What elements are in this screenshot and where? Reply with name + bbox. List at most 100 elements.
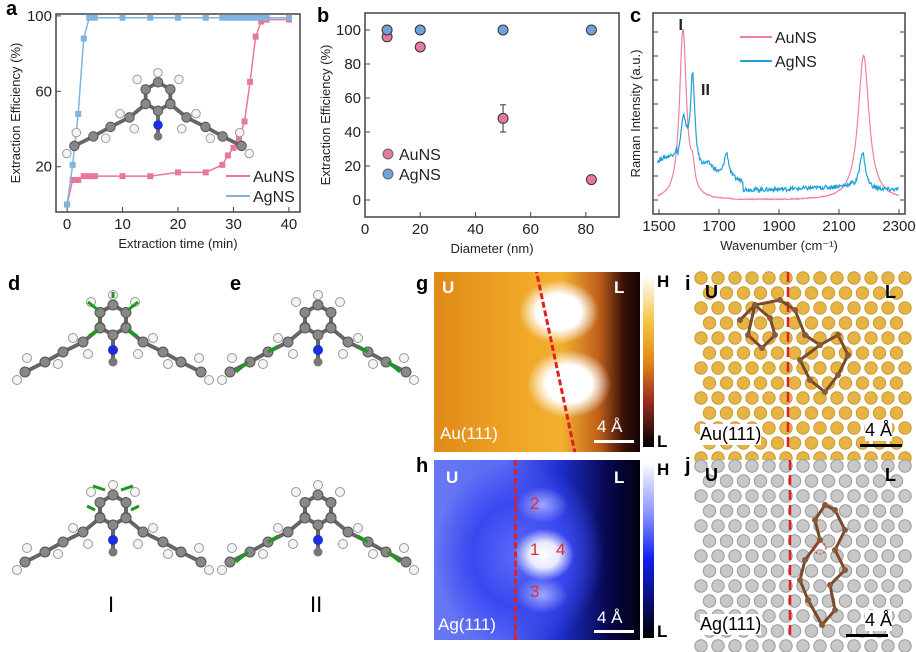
surface-atom <box>881 391 895 405</box>
surface-atom <box>838 436 853 450</box>
carbon-atom <box>244 356 256 368</box>
stm-u-label: U <box>446 468 459 487</box>
surface-atom <box>830 459 844 473</box>
surface-atom <box>728 301 742 315</box>
hydrogen-atom <box>191 108 201 119</box>
carbon-atom <box>107 489 119 501</box>
carbon-atom <box>342 336 354 348</box>
surface-atom <box>898 579 912 593</box>
surface-atom <box>753 376 768 390</box>
surface-atom <box>830 301 844 315</box>
data-point-AuNS <box>497 112 509 124</box>
surface-atom <box>694 579 708 593</box>
surface-atom <box>787 594 802 608</box>
surface-atom <box>694 271 708 285</box>
surface-atom <box>881 459 895 473</box>
surface-atom <box>796 609 810 623</box>
hydrogen-atom <box>335 297 345 307</box>
surface-atom <box>770 406 785 420</box>
surface-atom <box>804 436 819 450</box>
carbon-atom <box>181 112 192 123</box>
surface-atom <box>838 286 853 300</box>
carbon-atom <box>312 329 324 341</box>
data-point-AuNS <box>258 18 265 25</box>
surface-atom <box>898 301 912 315</box>
adsorbed-molecule-ag <box>797 502 848 628</box>
surface-atom <box>770 474 785 488</box>
surface-atom <box>796 391 810 405</box>
data-point-AgNS <box>175 14 181 21</box>
surface-atom <box>838 376 853 390</box>
surface-atom <box>830 271 844 285</box>
surface-atom <box>745 489 759 503</box>
model-u-label: U <box>705 465 718 485</box>
surface-atom <box>702 504 717 518</box>
data-point-AgNS <box>147 14 154 21</box>
surface-atom <box>702 346 717 360</box>
surface-atom <box>719 316 734 330</box>
data-point-AuNS <box>75 176 82 183</box>
adsorbed-atom <box>777 297 783 303</box>
surface-atom <box>881 639 895 652</box>
colorbar-low-label: L <box>657 622 668 641</box>
surface-atom <box>702 406 717 420</box>
legend-label-AgNS: AgNS <box>399 167 441 184</box>
surface-atom <box>796 639 810 652</box>
surface-atom <box>898 391 912 405</box>
molecule-mode-II <box>217 480 419 575</box>
hydrogen-atom <box>399 353 409 363</box>
surface-atom <box>779 361 793 375</box>
vibration-arrow <box>267 534 279 544</box>
data-point-AuNS <box>236 135 242 142</box>
surface-atom <box>736 504 751 518</box>
x-tick-label: 20 <box>170 216 187 233</box>
carbon-atom <box>153 132 163 141</box>
data-point-AuNS <box>147 173 154 180</box>
hydrogen-atom <box>62 148 72 159</box>
carbon-atom <box>165 98 176 110</box>
y-tick-label: 20 <box>35 159 52 176</box>
surface-atom <box>728 391 742 405</box>
surface-atom <box>711 489 725 503</box>
data-point-AuNS <box>230 144 237 151</box>
surface-atom <box>821 346 836 360</box>
surface-atom <box>872 534 887 548</box>
surface-atom <box>711 391 725 405</box>
carbon-atom <box>195 556 207 568</box>
surface-atom <box>889 286 904 300</box>
adsorbed-atom <box>802 557 808 563</box>
surface-atom <box>770 504 785 518</box>
data-point-AuNS <box>224 152 231 159</box>
surface-atom <box>872 564 887 578</box>
surface-atom <box>728 459 742 473</box>
hydrogen-atom <box>335 487 345 497</box>
surface-atom <box>821 474 836 488</box>
hydrogen-atom <box>227 543 237 553</box>
data-point-AuNS <box>247 78 254 85</box>
x-tick-label: 40 <box>281 216 298 233</box>
surface-atom <box>711 271 725 285</box>
data-point-AuNS <box>414 41 426 53</box>
surface-atom <box>787 406 802 420</box>
surface-atom <box>694 331 708 345</box>
vibration-arrow <box>387 550 401 564</box>
carbon-atom <box>224 556 236 568</box>
data-point-AgNS <box>241 14 248 21</box>
vibration-arrow <box>127 328 138 338</box>
surface-atom <box>753 564 768 578</box>
adsorbed-atom <box>737 317 743 323</box>
surface-atom <box>702 316 717 330</box>
surface-atom <box>813 301 827 315</box>
surface-atom <box>753 316 768 330</box>
hydrogen-atom <box>291 487 301 497</box>
hydrogen-atom <box>409 565 419 575</box>
surface-atom <box>762 639 776 652</box>
adsorbed-atom <box>792 307 798 313</box>
hydrogen-atom <box>288 349 298 359</box>
carbon-atom <box>380 546 392 558</box>
surface-atom <box>847 421 861 435</box>
carbon-atom <box>282 336 294 348</box>
surface-atom <box>745 519 759 533</box>
model-scale-label: 4 Å <box>865 420 893 441</box>
